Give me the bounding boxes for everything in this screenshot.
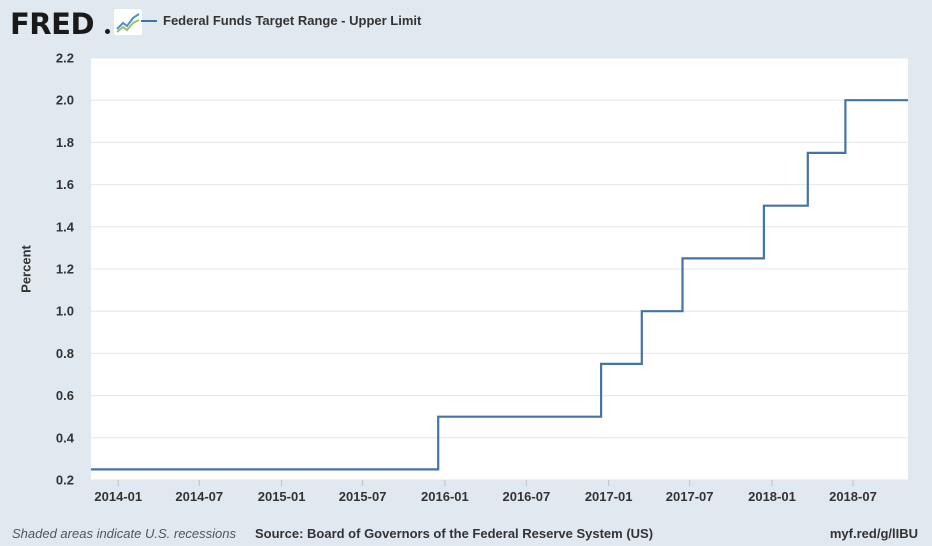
y-tick-label: 1.4	[56, 219, 75, 234]
y-tick-label: 1.8	[56, 135, 74, 150]
y-tick-label: 0.6	[56, 388, 74, 403]
chart-line-icon	[114, 9, 142, 35]
y-tick-label: 1.6	[56, 177, 74, 192]
logo-dot	[105, 29, 110, 34]
x-tick-label: 2015-01	[258, 489, 306, 504]
recession-note: Shaded areas indicate U.S. recessions	[12, 526, 237, 541]
x-tick-label: 2016-01	[421, 489, 469, 504]
y-tick-label: 0.8	[56, 346, 74, 361]
source-note: Source: Board of Governors of the Federa…	[255, 526, 654, 541]
y-tick-label: 0.2	[56, 473, 74, 488]
y-axis-label: Percent	[18, 245, 34, 293]
x-tick-label: 2016-07	[502, 489, 550, 504]
legend-swatch	[141, 19, 157, 22]
x-tick-label: 2014-07	[175, 489, 223, 504]
x-tick-label: 2017-07	[666, 489, 714, 504]
y-tick-label: 1.2	[56, 262, 74, 277]
y-tick-label: 1.0	[56, 304, 74, 319]
x-tick-label: 2018-07	[829, 489, 877, 504]
x-tick-label: 2014-01	[94, 489, 142, 504]
x-tick-label: 2015-07	[339, 489, 387, 504]
y-tick-label: 0.4	[56, 430, 75, 445]
legend: Federal Funds Target Range - Upper Limit	[141, 13, 421, 28]
chart-header: FRED Federal Funds Target Range - Upper …	[0, 0, 932, 48]
x-tick-label: 2018-01	[748, 489, 796, 504]
short-url-link[interactable]: myf.red/g/lIBU	[829, 526, 918, 541]
fred-logo[interactable]: FRED	[10, 7, 142, 41]
logo-text: FRED	[10, 7, 95, 41]
x-tick-label: 2017-01	[585, 489, 633, 504]
legend-label[interactable]: Federal Funds Target Range - Upper Limit	[163, 13, 422, 28]
y-tick-label: 2.2	[56, 51, 74, 66]
series-line	[91, 99, 908, 471]
y-tick-label: 2.0	[56, 93, 74, 108]
